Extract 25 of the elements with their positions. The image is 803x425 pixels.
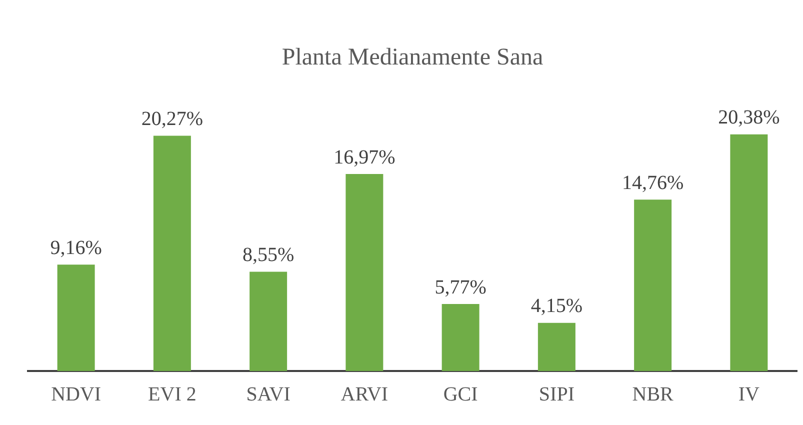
bar xyxy=(57,264,95,371)
data-label: 5,77% xyxy=(434,276,486,298)
bar xyxy=(153,136,191,371)
bar xyxy=(634,200,672,371)
x-tick-label: SAVI xyxy=(246,383,290,406)
bar xyxy=(346,174,384,371)
data-label: 4,15% xyxy=(530,295,583,318)
bar xyxy=(250,272,288,371)
x-tick-label: ARVI xyxy=(340,383,388,406)
x-tick-label: EVI 2 xyxy=(148,383,196,406)
data-label: 16,97% xyxy=(334,146,396,168)
x-tick-label: SIPI xyxy=(538,383,574,406)
bar xyxy=(730,134,768,371)
data-label: 14,76% xyxy=(622,172,684,194)
bar xyxy=(442,304,480,371)
bar xyxy=(538,322,576,371)
data-label: 20,27% xyxy=(141,108,204,130)
x-tick-label: NBR xyxy=(632,383,674,406)
data-label: 8,55% xyxy=(242,244,294,266)
x-tick-label: IV xyxy=(738,383,760,406)
data-label: 20,38% xyxy=(718,106,780,129)
data-label: 9,16% xyxy=(50,236,102,259)
chart-title: Planta Medianamente Sana xyxy=(282,44,544,71)
x-tick-label: NDVI xyxy=(51,383,102,406)
x-tick-label: GCI xyxy=(443,383,478,406)
